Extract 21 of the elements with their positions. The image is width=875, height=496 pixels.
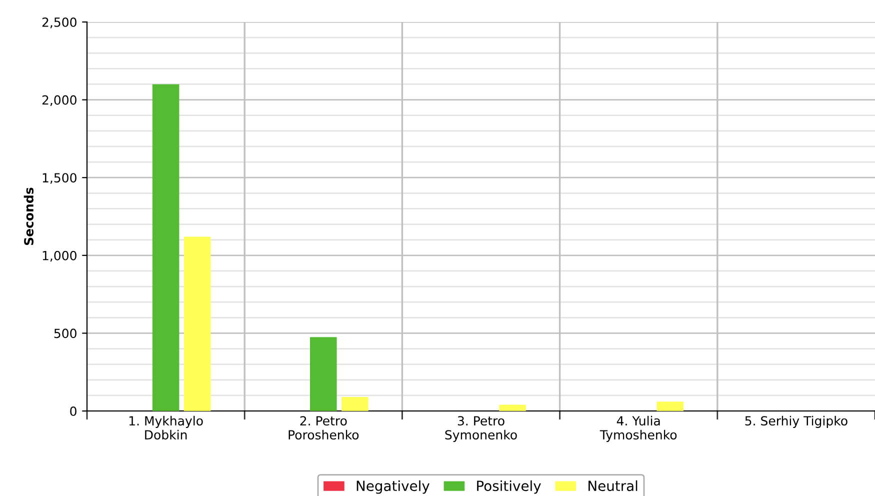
x-tick-label: 4. Yulia Tymoshenko [600,416,677,442]
y-tick-label: 2,000 [42,95,76,106]
bar [184,236,211,411]
legend-label: Neutral [588,480,638,492]
x-tick-label: 3. Petro Symonenko [445,416,517,442]
bar [152,84,180,411]
x-tick-label: 2. Petro Poroshenko [288,416,359,440]
y-tick-label: 0 [70,406,76,416]
legend-label: Negatively [356,480,430,494]
legend-label: Positively [477,480,541,494]
y-axis-title: Seconds [24,188,34,245]
y-tick-label: 1,500 [42,173,76,184]
bar [656,402,684,411]
y-tick-label: 1,000 [42,250,76,262]
y-tick-label: 500 [54,328,76,338]
bar [342,396,368,411]
bar [499,404,526,411]
x-tick-label: 5. Serhiy Tigipko [745,416,848,428]
x-tick-label: 1. Mykhaylo Dobkin [129,416,203,440]
y-tick-label: 2,500 [42,17,76,28]
bar [310,337,337,411]
